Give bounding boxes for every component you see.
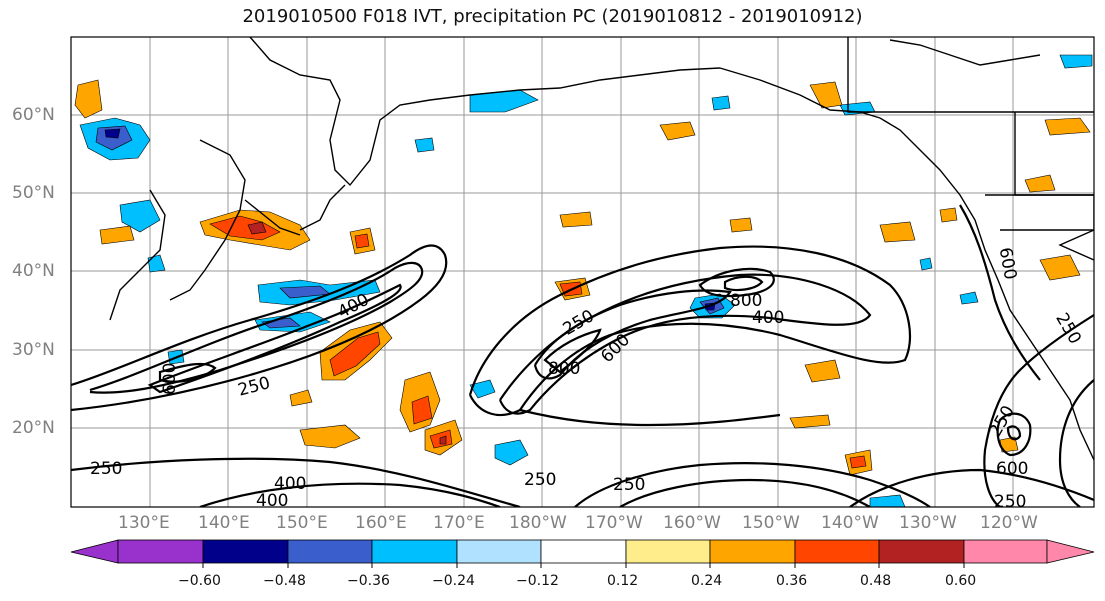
colorbar-tick-label: 0.24 [691,573,723,589]
lat-label: 30°N [12,340,55,360]
map-title: 2019010500 F018 IVT, precipitation PC (2… [242,6,863,27]
contour-label: 250 [90,459,122,479]
coastlines [109,37,1094,461]
lon-label: 140°W [821,513,879,533]
lon-label: 140°E [198,513,250,533]
contour-label: 400 [752,308,784,328]
lon-label: 130°E [118,513,170,533]
lon-label: 130°W [899,513,957,533]
lon-label: 150°W [742,513,800,533]
contour-label: 250 [613,475,645,495]
contour-label: 250 [524,470,556,490]
lon-label: 170°E [433,513,485,533]
contour-label: 800 [548,359,580,379]
colorbar-tick-label: 0.12 [607,573,639,589]
contour-label: 400 [274,474,306,494]
gridlines [71,37,1094,507]
colorbar-tick-label: −0.24 [432,573,475,589]
colorbar-extend-high [1046,539,1095,564]
colorbar-tick-label: 0.48 [860,573,892,589]
ivt-contours [71,204,1094,507]
colorbar-tick-label: −0.60 [178,573,221,589]
contour-label: 400 [256,491,288,511]
lat-label: 20°N [12,418,55,438]
lon-label: 180°W [509,513,567,533]
contour-label: 800 [730,291,762,311]
map-plot-area [71,37,1094,507]
colorbar-tick-label: −0.36 [347,573,390,589]
colorbar-tick-label: 0.36 [776,573,808,589]
colorbar-tick-label: −0.12 [516,573,559,589]
contour-label: 600 [996,459,1028,479]
colorbar-tick-label: −0.48 [263,573,306,589]
lon-label: 150°E [276,513,328,533]
plot-frame [70,36,1095,508]
lon-label: 160°E [355,513,407,533]
contour-label: 250 [994,492,1026,512]
colorbar [70,539,1095,568]
colorbar-extend-low [70,539,119,564]
lon-label: 170°W [585,513,643,533]
contour-label: 600 [160,363,180,395]
lon-label: 160°W [663,513,721,533]
lat-label: 40°N [12,261,55,281]
colorbar-tick-label: 0.60 [945,573,977,589]
precip-shading [74,54,1093,507]
lat-label: 60°N [12,105,55,125]
lon-label: 120°W [980,513,1038,533]
lat-label: 50°N [12,183,55,203]
